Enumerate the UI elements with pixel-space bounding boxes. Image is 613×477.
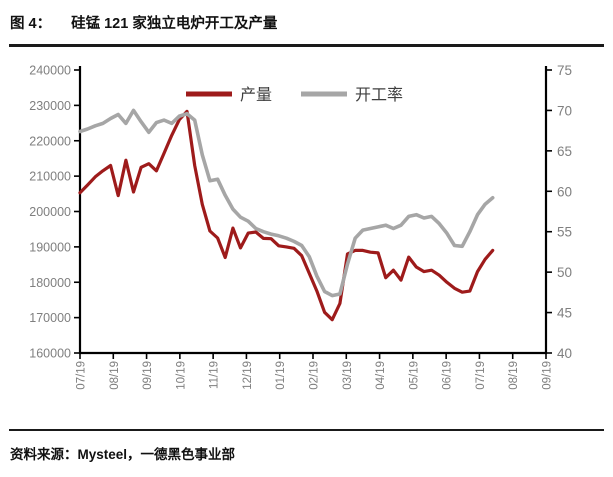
right-axis-tick-label: 55 xyxy=(557,225,572,240)
operating-rate-series-line xyxy=(78,108,495,298)
x-axis-tick-label: 12/19 xyxy=(242,361,254,390)
left-axis-tick-label: 210000 xyxy=(29,170,71,184)
left-axis-tick-label: 170000 xyxy=(29,311,71,325)
source-note: 资料来源：Mysteel，一德黑色事业部 xyxy=(10,447,236,462)
page-title: 硅锰 121 家独立电炉开工及产量 xyxy=(71,16,278,32)
x-axis-tick-label: 05/19 xyxy=(408,361,420,390)
x-axis-tick-label: 04/19 xyxy=(375,361,387,390)
right-axis-tick-label: 70 xyxy=(557,103,572,118)
figure-label: 图 4： xyxy=(10,16,52,32)
legend-label-production: 产量 xyxy=(240,86,272,104)
x-axis-tick-label: 08/19 xyxy=(109,361,121,390)
x-axis-tick-label: 03/19 xyxy=(342,361,354,390)
right-axis-tick-label: 40 xyxy=(557,346,572,361)
x-axis-tick-label: 07/19 xyxy=(475,361,487,390)
left-axis-tick-label: 180000 xyxy=(29,276,71,290)
figure-title-row: 图 4： 硅锰 121 家独立电炉开工及产量 xyxy=(10,12,277,33)
x-axis-tick-label: 02/19 xyxy=(309,361,321,390)
legend-label-operating-rate: 开工率 xyxy=(355,86,403,104)
x-axis-tick-label: 01/19 xyxy=(275,361,287,390)
x-axis-tick-label: 10/19 xyxy=(175,361,187,390)
left-axis-tick-label: 200000 xyxy=(29,205,71,219)
x-axis-tick-label: 09/19 xyxy=(142,361,154,390)
bottom-divider xyxy=(9,429,604,431)
right-axis-tick-label: 50 xyxy=(557,265,572,280)
production-series-line xyxy=(78,109,495,322)
right-axis-tick-label: 75 xyxy=(557,63,572,78)
x-axis-tick-label: 08/19 xyxy=(508,361,520,390)
left-axis-tick-label: 160000 xyxy=(29,347,71,361)
left-axis-tick-label: 220000 xyxy=(29,134,71,148)
right-axis-tick-label: 45 xyxy=(557,306,572,321)
left-axis-tick-label: 240000 xyxy=(29,64,71,78)
top-divider xyxy=(9,44,604,47)
right-axis-tick-label: 65 xyxy=(557,144,572,159)
x-axis-tick-label: 09/19 xyxy=(542,361,554,390)
right-axis-tick-label: 60 xyxy=(557,184,572,199)
x-axis-tick-label: 06/19 xyxy=(442,361,454,390)
x-axis-tick-label: 11/19 xyxy=(209,361,221,389)
line-chart: 240000 230000 220000 210000 200000 190000 1800… xyxy=(29,63,572,390)
left-axis-tick-label: 190000 xyxy=(29,240,71,254)
left-axis-tick-label: 230000 xyxy=(29,99,71,113)
x-axis-tick-label: 07/19 xyxy=(76,361,88,390)
